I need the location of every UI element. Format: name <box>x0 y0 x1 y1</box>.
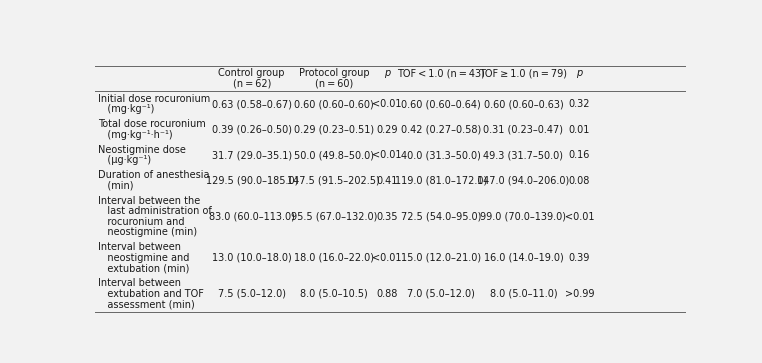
Text: 129.5 (90.0–185.0): 129.5 (90.0–185.0) <box>206 176 298 185</box>
Text: 40.0 (31.3–50.0): 40.0 (31.3–50.0) <box>401 150 481 160</box>
Text: 16.0 (14.0–19.0): 16.0 (14.0–19.0) <box>484 253 563 263</box>
Text: 0.31 (0.23–0.47): 0.31 (0.23–0.47) <box>483 125 563 135</box>
Text: (n = 60): (n = 60) <box>315 79 353 89</box>
Text: 0.29 (0.23–0.51): 0.29 (0.23–0.51) <box>294 125 374 135</box>
Text: 8.0 (5.0–11.0): 8.0 (5.0–11.0) <box>490 289 557 299</box>
Text: 0.88: 0.88 <box>376 289 398 299</box>
Text: 147.5 (91.5–202.5): 147.5 (91.5–202.5) <box>287 176 380 185</box>
Text: neostigmine and: neostigmine and <box>98 253 190 262</box>
Text: <0.01: <0.01 <box>372 99 402 109</box>
Text: extubation (min): extubation (min) <box>98 263 190 273</box>
Text: 0.29: 0.29 <box>376 125 398 135</box>
Text: <0.01: <0.01 <box>372 253 402 263</box>
Text: 0.39: 0.39 <box>568 253 591 263</box>
Text: 0.35: 0.35 <box>376 212 398 221</box>
Text: Total dose rocuronium: Total dose rocuronium <box>98 119 206 129</box>
Text: p: p <box>384 68 390 78</box>
Text: 99.0 (70.0–139.0): 99.0 (70.0–139.0) <box>480 212 566 221</box>
Text: 0.01: 0.01 <box>568 125 591 135</box>
Text: 95.5 (67.0–132.0): 95.5 (67.0–132.0) <box>290 212 377 221</box>
Text: 31.7 (29.0–35.1): 31.7 (29.0–35.1) <box>212 150 292 160</box>
Text: <0.01: <0.01 <box>565 212 594 221</box>
Text: (min): (min) <box>98 181 133 191</box>
Text: Protocol group: Protocol group <box>299 68 369 78</box>
Text: 18.0 (16.0–22.0): 18.0 (16.0–22.0) <box>294 253 374 263</box>
Text: neostigmine (min): neostigmine (min) <box>98 227 197 237</box>
Text: 119.0 (81.0–172.0): 119.0 (81.0–172.0) <box>395 176 487 185</box>
Text: 0.41: 0.41 <box>376 176 398 185</box>
Text: 72.5 (54.0–95.0): 72.5 (54.0–95.0) <box>401 212 481 221</box>
Text: extubation and TOF: extubation and TOF <box>98 289 204 299</box>
Text: 0.42 (0.27–0.58): 0.42 (0.27–0.58) <box>401 125 481 135</box>
Text: (mg·kg⁻¹): (mg·kg⁻¹) <box>98 104 155 114</box>
Text: 0.60 (0.60–0.64): 0.60 (0.60–0.64) <box>401 99 481 109</box>
Text: TOF ≥ 1.0 (n = 79): TOF ≥ 1.0 (n = 79) <box>479 68 568 78</box>
Text: 0.63 (0.58–0.67): 0.63 (0.58–0.67) <box>212 99 292 109</box>
Text: 0.08: 0.08 <box>568 176 591 185</box>
Text: 50.0 (49.8–50.0): 50.0 (49.8–50.0) <box>294 150 374 160</box>
Text: 0.32: 0.32 <box>568 99 591 109</box>
Text: 7.5 (5.0–12.0): 7.5 (5.0–12.0) <box>218 289 286 299</box>
Text: TOF < 1.0 (n = 43): TOF < 1.0 (n = 43) <box>397 68 485 78</box>
Text: 147.0 (94.0–206.0): 147.0 (94.0–206.0) <box>477 176 569 185</box>
Text: Interval between: Interval between <box>98 242 181 252</box>
Text: 15.0 (12.0–21.0): 15.0 (12.0–21.0) <box>401 253 481 263</box>
Text: 83.0 (60.0–113.0): 83.0 (60.0–113.0) <box>209 212 295 221</box>
Text: (μg·kg⁻¹): (μg·kg⁻¹) <box>98 155 152 165</box>
Text: Control group: Control group <box>219 68 285 78</box>
Text: rocuronium and: rocuronium and <box>98 217 184 227</box>
Text: 7.0 (5.0–12.0): 7.0 (5.0–12.0) <box>407 289 475 299</box>
Text: 0.39 (0.26–0.50): 0.39 (0.26–0.50) <box>212 125 292 135</box>
Text: last administration of: last administration of <box>98 206 212 216</box>
Text: Duration of anesthesia: Duration of anesthesia <box>98 170 210 180</box>
Text: 13.0 (10.0–18.0): 13.0 (10.0–18.0) <box>212 253 292 263</box>
Text: Initial dose rocuronium: Initial dose rocuronium <box>98 94 210 103</box>
Text: Interval between: Interval between <box>98 278 181 288</box>
Text: (n = 62): (n = 62) <box>232 79 271 89</box>
Text: Interval between the: Interval between the <box>98 196 200 205</box>
Text: >0.99: >0.99 <box>565 289 594 299</box>
Text: p: p <box>576 68 583 78</box>
Text: 0.60 (0.60–0.63): 0.60 (0.60–0.63) <box>484 99 563 109</box>
Text: <0.01: <0.01 <box>372 150 402 160</box>
Text: Neostigmine dose: Neostigmine dose <box>98 144 186 155</box>
Text: 49.3 (31.7–50.0): 49.3 (31.7–50.0) <box>483 150 563 160</box>
Text: 8.0 (5.0–10.5): 8.0 (5.0–10.5) <box>300 289 368 299</box>
Text: 0.60 (0.60–0.60): 0.60 (0.60–0.60) <box>294 99 373 109</box>
Text: 0.16: 0.16 <box>568 150 591 160</box>
Text: (mg·kg⁻¹·h⁻¹): (mg·kg⁻¹·h⁻¹) <box>98 130 173 140</box>
Text: assessment (min): assessment (min) <box>98 299 195 309</box>
